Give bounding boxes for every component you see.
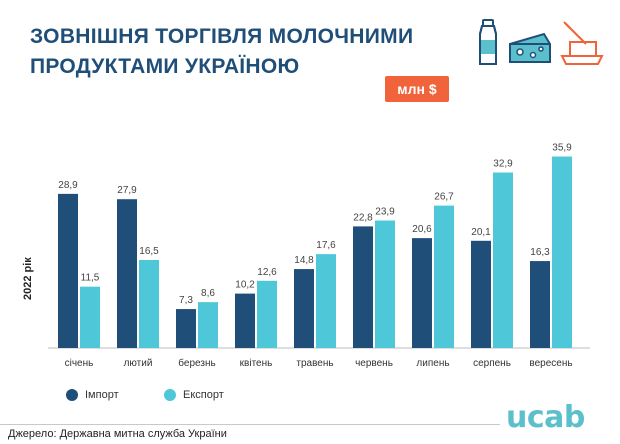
bar-import-1 xyxy=(117,199,137,348)
bar-import-5 xyxy=(353,226,373,348)
page-title: ЗОВНІШНЯ ТОРГІВЛЯ МОЛОЧНИМИ ПРОДУКТАМИ У… xyxy=(30,22,460,82)
cheese-icon xyxy=(509,32,551,63)
data-label-import-2: 7,3 xyxy=(179,295,193,306)
milk-bottle-icon xyxy=(479,19,497,65)
legend-export: Експорт xyxy=(164,389,224,402)
data-label-import-4: 14,8 xyxy=(294,255,314,266)
data-label-export-8: 35,9 xyxy=(552,143,572,154)
bar-import-8 xyxy=(530,261,550,348)
x-tick-label-2: березнь xyxy=(178,357,215,369)
unit-badge: млн $ xyxy=(385,76,449,102)
x-tick-label-6: липень xyxy=(416,358,449,369)
data-label-export-6: 26,7 xyxy=(434,192,454,203)
data-label-import-1: 27,9 xyxy=(117,185,137,196)
ucab-logo: ucab xyxy=(506,400,585,435)
title-line-1: ЗОВНІШНЯ ТОРГІВЛЯ МОЛОЧНИМИ xyxy=(30,25,414,48)
data-label-import-3: 10,2 xyxy=(235,280,255,291)
legend-import: Імпорт xyxy=(66,389,119,402)
bar-import-6 xyxy=(412,238,432,348)
x-tick-label-8: вересень xyxy=(529,358,572,369)
data-label-export-7: 32,9 xyxy=(493,159,513,170)
bar-export-3 xyxy=(257,280,277,348)
bar-export-6 xyxy=(434,205,454,348)
x-tick-label-7: серпень xyxy=(473,358,511,369)
bar-export-8 xyxy=(552,156,572,348)
bar-export-7 xyxy=(493,172,513,348)
data-label-export-3: 12,6 xyxy=(257,267,277,278)
data-label-export-2: 8,6 xyxy=(201,288,215,299)
header-icons xyxy=(479,19,604,65)
bar-export-1 xyxy=(139,260,159,348)
bar-export-0 xyxy=(80,286,100,348)
footer-divider xyxy=(0,424,500,425)
legend-import-label: Імпорт xyxy=(85,389,119,401)
x-tick-label-1: лютий xyxy=(124,358,153,369)
x-tick-label-4: травень xyxy=(296,358,333,369)
x-tick-label-0: січень xyxy=(65,358,94,369)
x-tick-label-5: червень xyxy=(355,358,393,369)
source-note: Джерело: Державна митна служба України xyxy=(8,428,227,440)
data-label-export-5: 23,9 xyxy=(375,207,395,218)
x-tick-label-3: квітень xyxy=(240,358,273,369)
legend-import-swatch xyxy=(66,389,78,402)
data-label-import-6: 20,6 xyxy=(412,224,432,235)
bar-import-7 xyxy=(471,240,491,348)
data-label-export-0: 11,5 xyxy=(81,273,100,284)
bar-export-4 xyxy=(316,254,336,348)
bar-import-2 xyxy=(176,309,196,348)
data-label-import-8: 16,3 xyxy=(530,247,550,258)
bar-export-5 xyxy=(375,220,395,348)
data-label-export-4: 17,6 xyxy=(316,240,336,251)
bar-import-0 xyxy=(58,193,78,348)
data-label-import-5: 22,8 xyxy=(353,212,373,223)
bar-import-4 xyxy=(294,269,314,348)
legend-export-label: Експорт xyxy=(183,389,224,401)
bar-import-3 xyxy=(235,293,255,348)
bar-export-2 xyxy=(198,302,218,348)
butter-icon xyxy=(560,21,604,65)
legend-export-swatch xyxy=(164,389,176,402)
title-line-2: ПРОДУКТАМИ УКРАЇНОЮ xyxy=(30,55,300,78)
data-label-import-7: 20,1 xyxy=(471,227,491,238)
data-label-export-1: 16,5 xyxy=(139,246,159,257)
data-label-import-0: 28,9 xyxy=(58,180,78,191)
